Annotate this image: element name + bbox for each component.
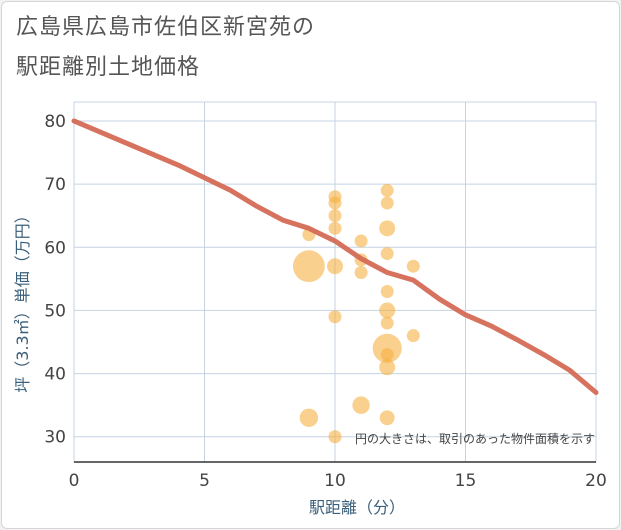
y-tick-label: 50	[44, 301, 66, 321]
chart-title-line1: 広島県広島市佐伯区新宮苑の	[16, 15, 316, 40]
data-point	[380, 183, 394, 197]
data-point	[292, 250, 325, 283]
tick-labels: 0 5 10 15 20 30 40 50 60 70 80	[44, 112, 606, 491]
data-point	[380, 348, 394, 362]
data-point	[379, 359, 396, 376]
data-point	[379, 302, 396, 319]
data-point	[328, 430, 342, 444]
data-point	[406, 259, 420, 273]
data-point	[380, 247, 394, 261]
trend-layer	[71, 118, 599, 396]
x-axis-label: 駅距離（分）	[309, 498, 405, 517]
data-point	[328, 209, 342, 223]
data-point	[354, 234, 368, 248]
data-point	[352, 396, 370, 414]
data-point	[328, 310, 342, 324]
data-point	[379, 220, 396, 237]
data-point	[380, 284, 394, 298]
x-tick-label: 20	[585, 471, 607, 491]
size-note: 円の大きさは、取引のあった物件面積を示す	[355, 431, 595, 446]
data-point	[328, 221, 342, 235]
x-tick-label: 10	[324, 471, 346, 491]
data-point	[380, 316, 394, 330]
x-tick-label: 15	[455, 471, 477, 491]
y-tick-label: 30	[44, 428, 66, 448]
data-point	[380, 196, 394, 210]
y-tick-label: 40	[44, 365, 66, 385]
y-tick-label: 60	[44, 238, 66, 258]
y-tick-label: 80	[44, 112, 66, 132]
x-tick-label: 0	[69, 471, 80, 491]
data-point	[327, 258, 343, 275]
trend-line	[71, 118, 599, 396]
data-point	[406, 329, 420, 343]
chart-title-line2: 駅距離別土地価格	[16, 55, 201, 80]
data-point	[354, 266, 368, 280]
grid-lines	[73, 101, 597, 463]
data-point	[379, 410, 395, 426]
y-tick-label: 70	[44, 175, 66, 195]
data-point	[299, 408, 319, 427]
y-axis-label: 坪（3.3㎡）単価（万円）	[13, 207, 32, 392]
x-tick-label: 5	[199, 471, 210, 491]
bubble-layer	[292, 183, 420, 444]
data-point	[328, 196, 342, 210]
